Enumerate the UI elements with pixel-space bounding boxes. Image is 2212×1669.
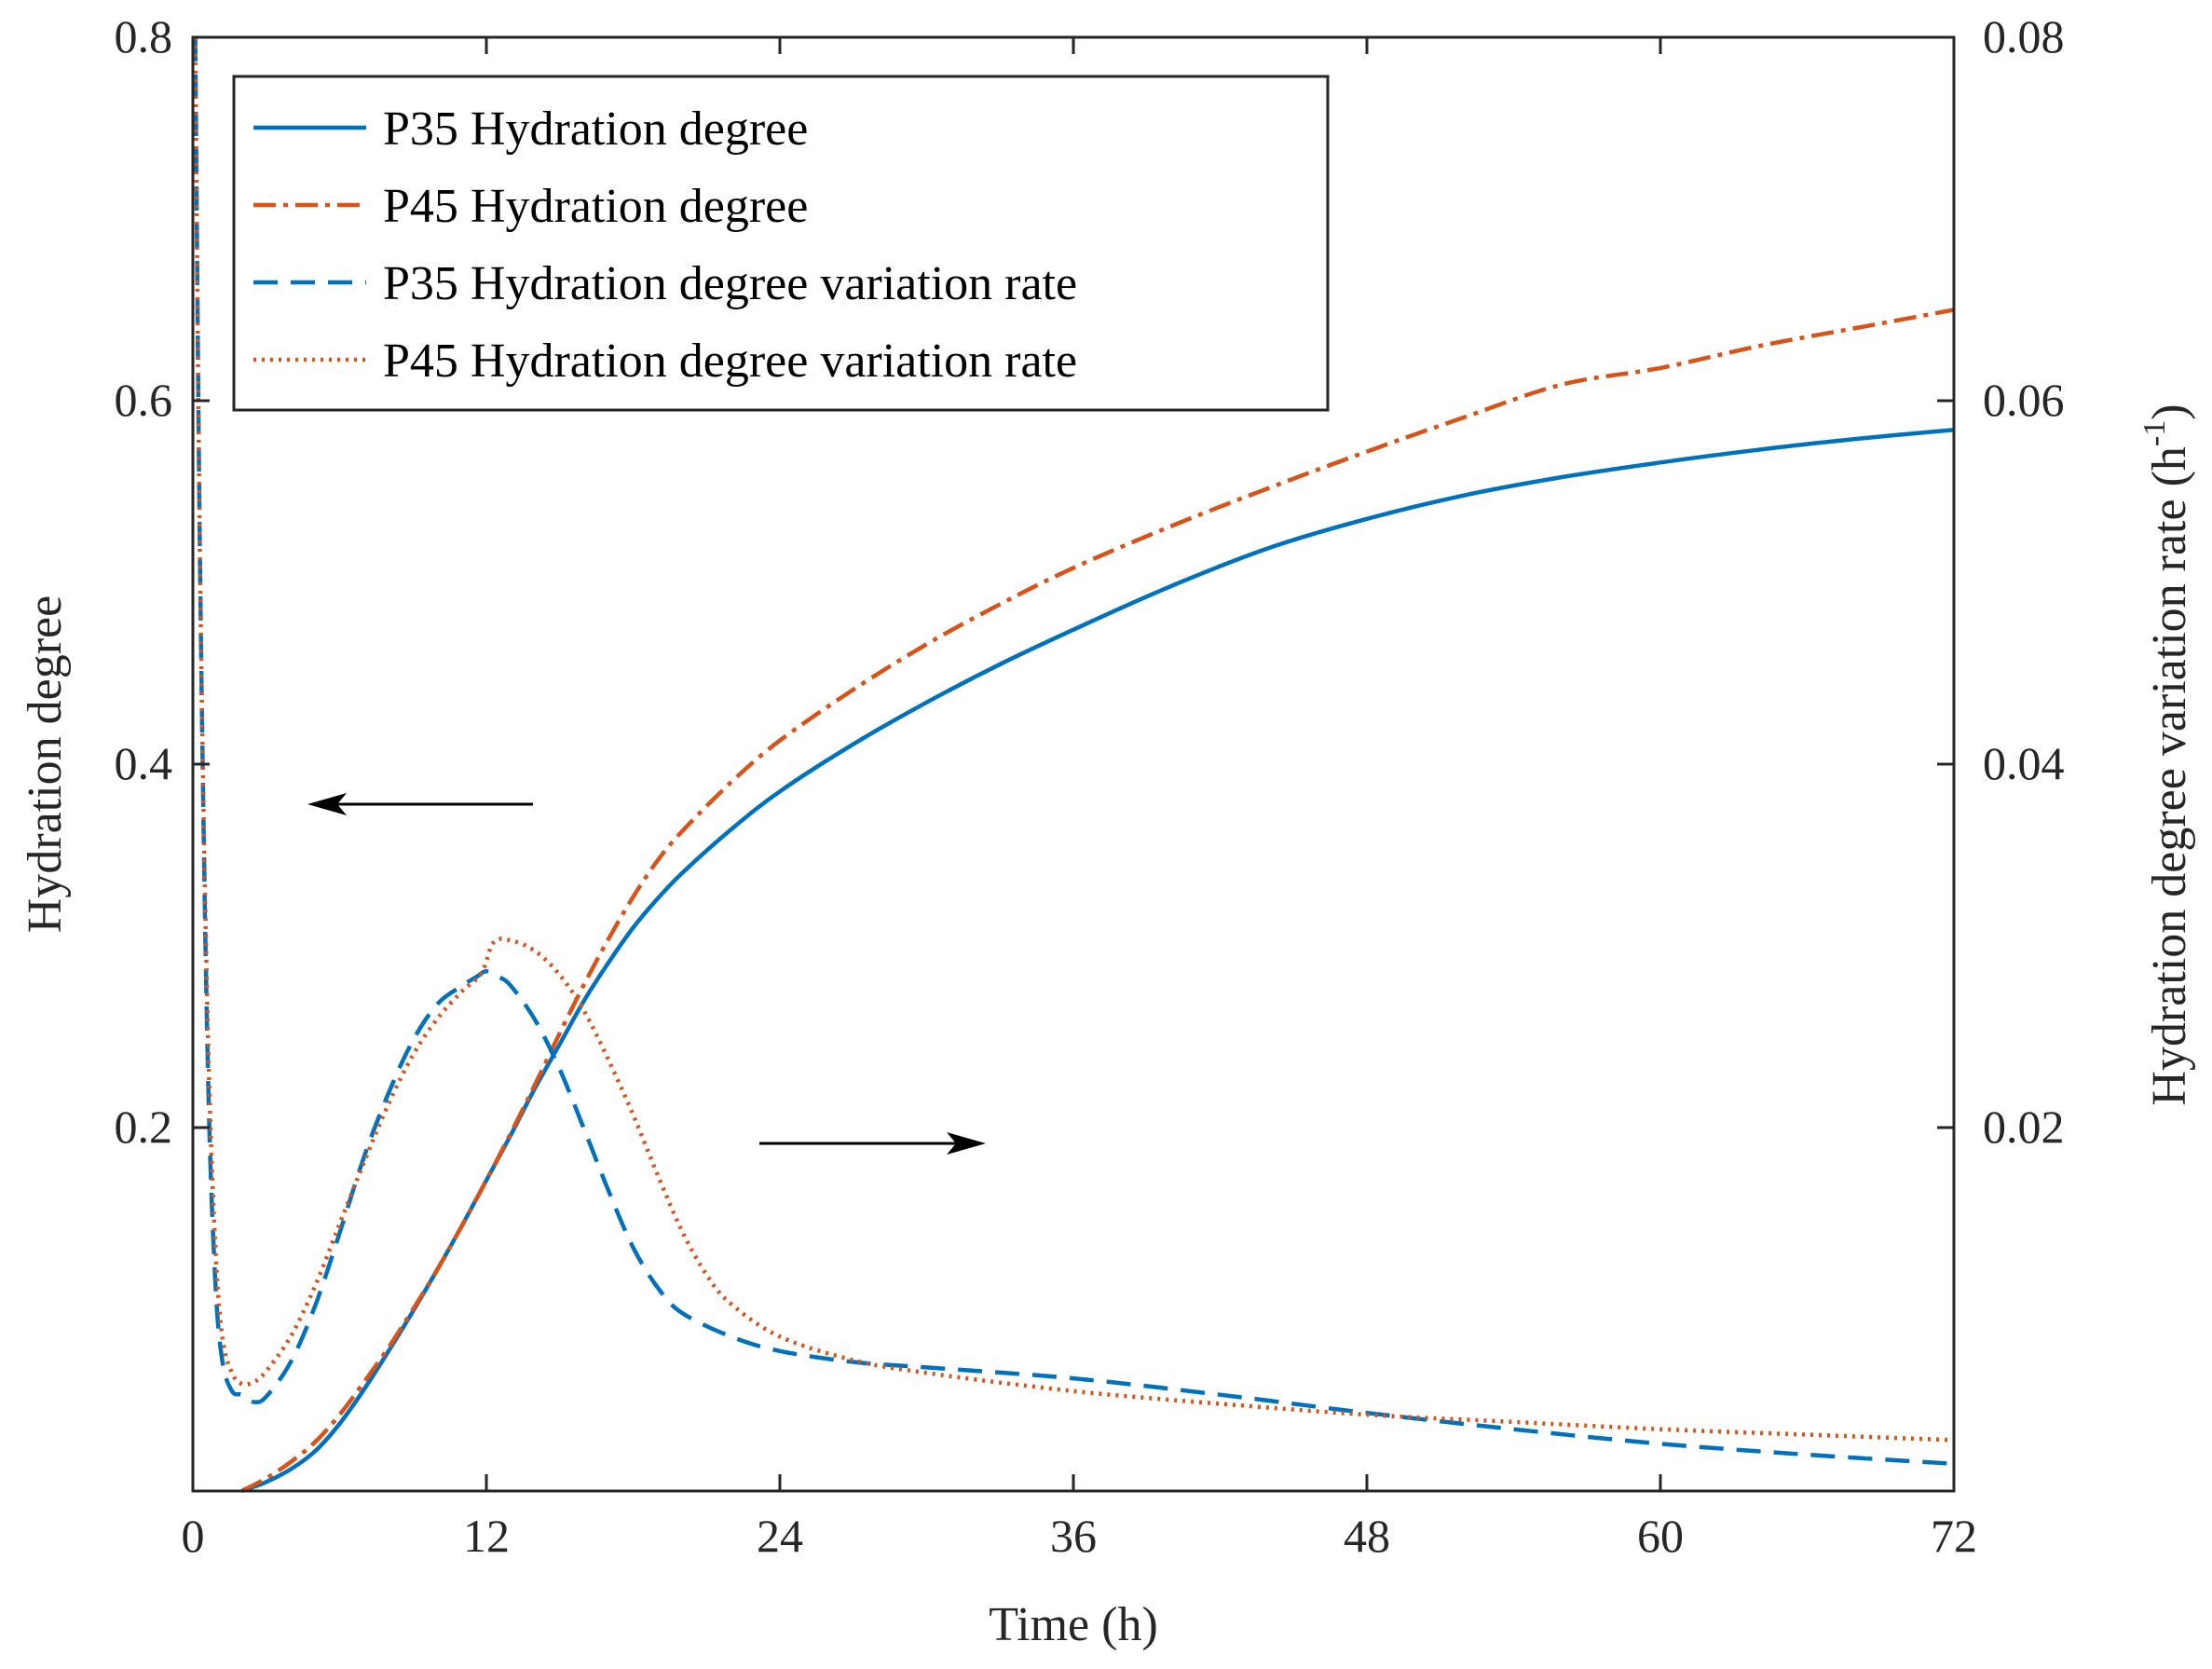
left-axis-arrow-head [307, 793, 347, 815]
y-left-tick-label-0.8: 0.8 [115, 10, 173, 62]
x-tick-label-72: 72 [1931, 1510, 1977, 1562]
left-axis-arrow [307, 793, 533, 815]
series-line-p45-hydration-degree [240, 308, 1955, 1493]
axis-ticks [191, 35, 1956, 1491]
legend-label-p35-hydration: P35 Hydration degree [383, 103, 808, 156]
x-tick-label-12: 12 [463, 1510, 510, 1562]
legend-label-p45-hydration: P45 Hydration degree [383, 180, 808, 233]
y-right-axis-title-sup: -1 [2137, 420, 2172, 446]
y-left-tick-label-0.2: 0.2 [115, 1101, 173, 1153]
x-axis-title: Time (h) [989, 1598, 1158, 1651]
right-axis-arrow [759, 1132, 986, 1155]
y-right-tick-label-0.06: 0.06 [1983, 374, 2065, 426]
x-tick-label-48: 48 [1344, 1510, 1390, 1562]
series-lines [193, 36, 1955, 1494]
series-line-p35-hydration-degree-variation-rate [193, 36, 1955, 1467]
y-right-tick-label-0.04: 0.04 [1983, 737, 2065, 789]
y-right-tick-label-0.02: 0.02 [1983, 1101, 2065, 1153]
y-right-axis-title-main: Hydration degree variation rate (h [2143, 446, 2196, 1105]
series-line-p35-hydration-degree [240, 427, 1955, 1494]
x-tick-label-60: 60 [1637, 1510, 1684, 1562]
y-left-tick-label-0.6: 0.6 [115, 374, 173, 426]
y-right-axis-title-close: ) [2143, 404, 2196, 419]
legend: P35 Hydration degree P45 Hydration degre… [232, 75, 1330, 412]
y-left-tick-label-0.4: 0.4 [115, 737, 173, 789]
y-left-axis-title: Hydration degree [19, 595, 72, 933]
x-tick-label-0: 0 [182, 1510, 205, 1562]
legend-label-p45-rate: P45 Hydration degree variation rate [383, 335, 1077, 388]
x-tick-label-36: 36 [1050, 1510, 1097, 1562]
y-right-axis-title: Hydration degree variation rate (h-1) [2137, 404, 2196, 1105]
y-right-tick-label-0.08: 0.08 [1983, 10, 2065, 62]
x-tick-label-24: 24 [757, 1510, 803, 1562]
right-axis-arrow-head [947, 1132, 986, 1155]
legend-box [232, 75, 1330, 412]
legend-label-p35-rate: P35 Hydration degree variation rate [383, 257, 1077, 310]
series-line-p45-hydration-degree-variation-rate [193, 36, 1955, 1443]
